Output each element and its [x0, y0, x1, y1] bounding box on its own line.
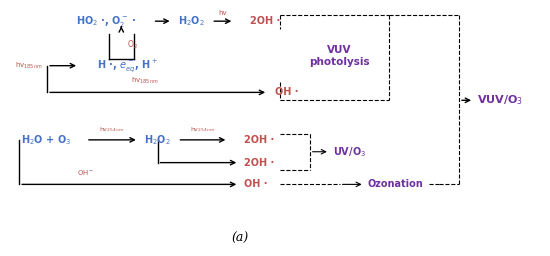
Text: OH ·: OH ·: [275, 87, 299, 97]
Text: OH$^-$: OH$^-$: [78, 168, 95, 177]
Text: H$_2$O$_2$: H$_2$O$_2$: [144, 133, 171, 147]
Text: VUV
photolysis: VUV photolysis: [309, 45, 370, 67]
Text: HO$_2$ ·, O$_2^-$ ·: HO$_2$ ·, O$_2^-$ ·: [75, 14, 136, 29]
Text: 2OH ·: 2OH ·: [250, 16, 280, 26]
Text: hv$_{185\,nm}$: hv$_{185\,nm}$: [131, 76, 160, 87]
Text: H ·, $e^-_{eq}$, H$^+$: H ·, $e^-_{eq}$, H$^+$: [97, 57, 158, 74]
Text: hv: hv: [218, 10, 227, 16]
Text: VUV/O$_3$: VUV/O$_3$: [477, 93, 523, 107]
Text: 2OH ·: 2OH ·: [244, 158, 274, 168]
Text: 2OH ·: 2OH ·: [244, 135, 274, 145]
Text: H$_2$O + O$_3$: H$_2$O + O$_3$: [21, 133, 72, 147]
Text: hv$_{185\,nm}$: hv$_{185\,nm}$: [15, 61, 43, 71]
Text: Ozonation: Ozonation: [367, 179, 424, 189]
Text: H$_2$O$_2$: H$_2$O$_2$: [178, 14, 205, 28]
Text: (a): (a): [232, 232, 249, 245]
Text: O$_2$: O$_2$: [127, 39, 138, 51]
Text: OH ·: OH ·: [244, 179, 268, 189]
Text: UV/O$_3$: UV/O$_3$: [333, 145, 366, 159]
Text: hv$_{254\,nm}$: hv$_{254\,nm}$: [99, 125, 125, 134]
Text: hv$_{254\,nm}$: hv$_{254\,nm}$: [190, 125, 215, 134]
